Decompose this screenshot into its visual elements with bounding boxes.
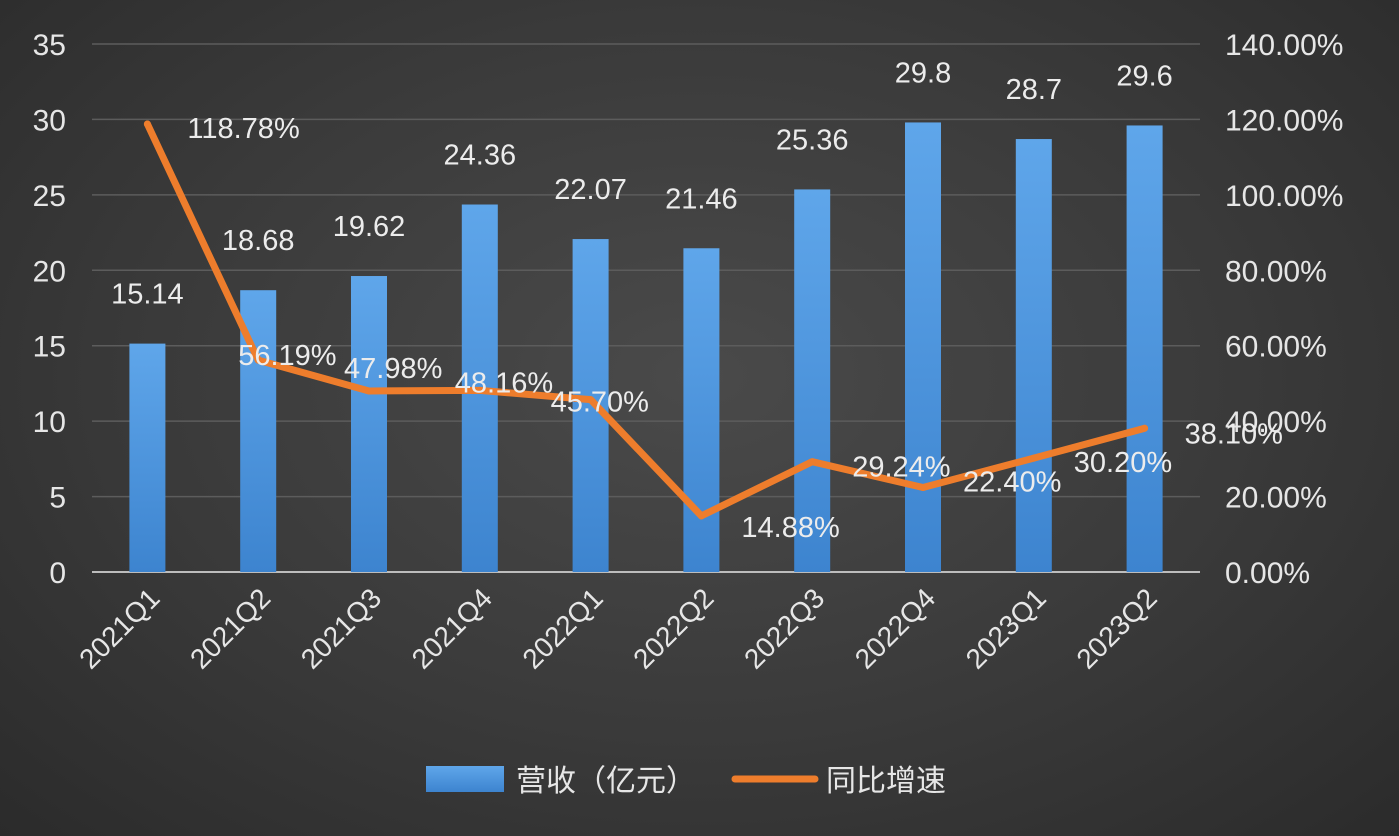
right-tick-label: 60.00% bbox=[1225, 331, 1327, 364]
revenue-data-label: 24.36 bbox=[444, 140, 517, 172]
growth-data-label: 56.19% bbox=[238, 340, 336, 372]
revenue-data-label: 19.62 bbox=[333, 211, 406, 243]
left-y-axis: 0 5 10 15 20 25 30 35 bbox=[33, 29, 66, 590]
growth-line bbox=[144, 121, 1148, 520]
category-label: 2023Q1 bbox=[960, 582, 1052, 674]
category-label: 2023Q2 bbox=[1070, 582, 1162, 674]
revenue-bar bbox=[1127, 125, 1163, 572]
x-axis: 2021Q1 2021Q2 2021Q3 2021Q4 2022Q1 2022Q2 2022… bbox=[73, 582, 1163, 674]
growth-data-label: 118.78% bbox=[187, 113, 299, 145]
revenue-data-label: 28.7 bbox=[1006, 74, 1062, 106]
growth-point bbox=[698, 512, 705, 519]
revenue-data-label: 22.07 bbox=[554, 174, 627, 206]
left-tick-label: 35 bbox=[33, 29, 66, 62]
right-tick-label: 20.00% bbox=[1225, 482, 1327, 515]
growth-data-label: 38.10% bbox=[1185, 418, 1283, 450]
revenue-bar bbox=[683, 248, 719, 572]
right-tick-label: 120.00% bbox=[1225, 104, 1343, 137]
revenue-bar bbox=[351, 276, 387, 572]
left-tick-label: 25 bbox=[33, 180, 66, 213]
growth-data-label: 45.70% bbox=[551, 387, 649, 419]
growth-data-label: 48.16% bbox=[455, 367, 553, 399]
revenue-bar bbox=[905, 122, 941, 572]
right-y-axis: 0.00%20.00%40.00%60.00%80.00%100.00%120.… bbox=[1225, 29, 1343, 590]
category-label: 2021Q3 bbox=[295, 582, 387, 674]
left-tick-label: 15 bbox=[33, 331, 66, 364]
legend-bar-swatch bbox=[426, 766, 504, 792]
revenue-data-label: 25.36 bbox=[776, 124, 849, 156]
growth-point bbox=[809, 458, 816, 465]
left-tick-label: 30 bbox=[33, 104, 66, 137]
growth-data-label: 14.88% bbox=[741, 512, 839, 544]
growth-data-label: 30.20% bbox=[1074, 447, 1172, 479]
category-label: 2021Q2 bbox=[184, 582, 276, 674]
category-label: 2022Q4 bbox=[849, 582, 941, 674]
category-label: 2021Q1 bbox=[73, 582, 165, 674]
left-tick-label: 10 bbox=[33, 406, 66, 439]
growth-point bbox=[920, 484, 927, 491]
growth-data-label: 22.40% bbox=[963, 467, 1061, 499]
right-tick-label: 0.00% bbox=[1225, 557, 1310, 590]
revenue-data-label: 15.14 bbox=[111, 279, 184, 311]
growth-data-label: 47.98% bbox=[344, 353, 442, 385]
right-tick-label: 80.00% bbox=[1225, 255, 1327, 288]
category-label: 2022Q1 bbox=[516, 582, 608, 674]
right-tick-label: 100.00% bbox=[1225, 180, 1343, 213]
revenue-bar bbox=[129, 344, 165, 572]
category-label: 2021Q4 bbox=[406, 582, 498, 674]
legend-line-label: 同比增速 bbox=[826, 765, 946, 798]
revenue-data-label: 21.46 bbox=[665, 183, 738, 215]
right-tick-label: 140.00% bbox=[1225, 29, 1343, 62]
legend: 营收（亿元） 同比增速 bbox=[426, 765, 946, 798]
growth-line-path bbox=[147, 124, 1144, 516]
revenue-data-label: 29.6 bbox=[1116, 60, 1172, 92]
growth-data-label: 29.24% bbox=[852, 452, 950, 484]
legend-bar-label: 营收（亿元） bbox=[516, 765, 696, 798]
revenue-data-label: 18.68 bbox=[222, 225, 295, 257]
category-label: 2022Q2 bbox=[627, 582, 719, 674]
growth-point bbox=[1030, 455, 1037, 462]
revenue-bar bbox=[1016, 139, 1052, 572]
growth-point bbox=[1141, 425, 1148, 432]
left-tick-label: 5 bbox=[49, 482, 66, 515]
revenue-data-labels: 15.14 18.68 19.62 24.36 22.07 21.46 25.36 29.8 2… bbox=[111, 57, 1173, 310]
revenue-data-label: 29.8 bbox=[895, 57, 951, 89]
left-tick-label: 20 bbox=[33, 255, 66, 288]
left-tick-label: 0 bbox=[49, 557, 66, 590]
category-label: 2022Q3 bbox=[738, 582, 830, 674]
growth-point bbox=[366, 388, 373, 395]
growth-point bbox=[144, 121, 151, 128]
